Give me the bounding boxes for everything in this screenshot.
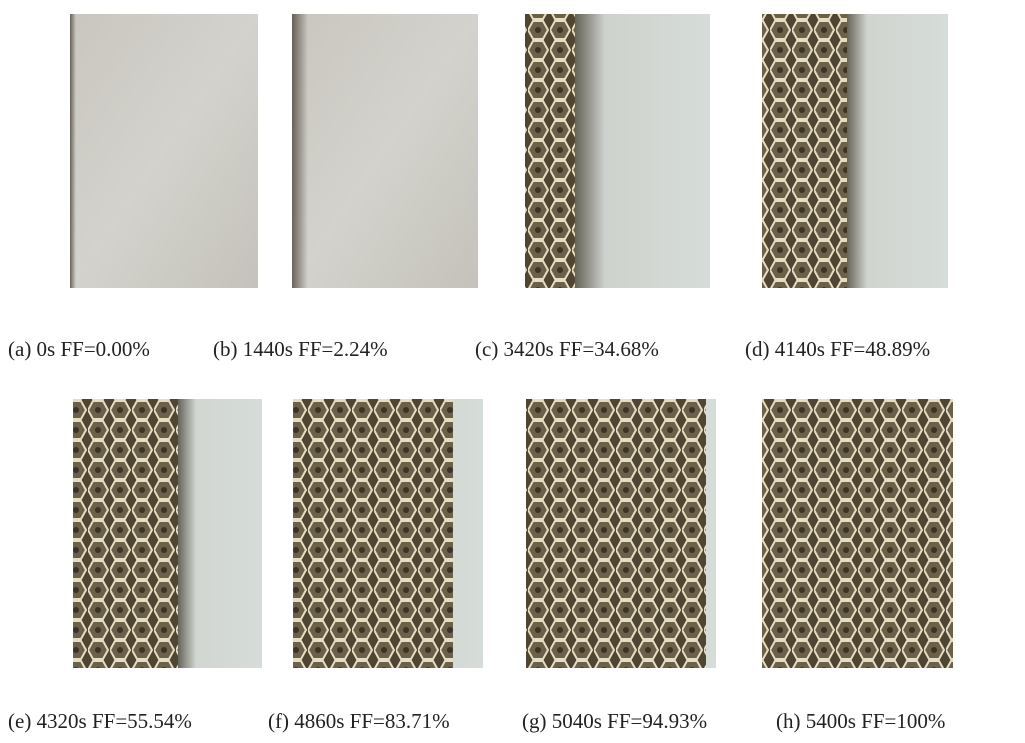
caption: (c) 3420s FF=34.68% [475, 337, 659, 361]
foam [762, 399, 953, 668]
panel-b [292, 14, 478, 288]
panel-h [762, 399, 953, 668]
photo [70, 14, 258, 288]
caption: (d) 4140s FF=48.89% [745, 337, 930, 361]
caption: (h) 5400s FF=100% [776, 709, 945, 733]
foam [526, 399, 706, 668]
caption: (a) 0s FF=0.00% [8, 337, 150, 361]
foam-front [847, 14, 867, 288]
panel-d [762, 14, 948, 288]
foam [762, 14, 847, 288]
figure: (a) 0s FF=0.00% (b) 1440s FF=2.24% (c) 3… [0, 0, 1025, 743]
foam [525, 14, 575, 288]
foam-front [575, 14, 605, 288]
photo [292, 14, 478, 288]
panel-a [70, 14, 258, 288]
caption: (b) 1440s FF=2.24% [213, 337, 388, 361]
photo-edge [292, 14, 308, 288]
panel-f [293, 399, 483, 668]
panel-g [526, 399, 716, 668]
photo-edge [70, 14, 76, 288]
caption: (g) 5040s FF=94.93% [522, 709, 707, 733]
panel-e [73, 399, 262, 668]
foam-front [178, 399, 196, 668]
caption: (e) 4320s FF=55.54% [8, 709, 192, 733]
foam [293, 399, 453, 668]
panel-c [525, 14, 710, 288]
foam [73, 399, 178, 668]
caption: (f) 4860s FF=83.71% [268, 709, 450, 733]
